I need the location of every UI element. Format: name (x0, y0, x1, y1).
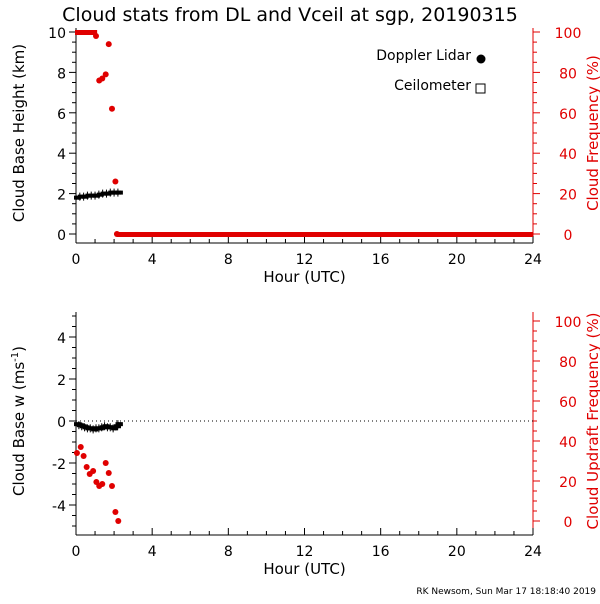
dl-point (119, 422, 123, 427)
dl-point (98, 192, 102, 197)
x-tick-label: 12 (296, 544, 314, 560)
freq-point (105, 470, 112, 476)
chart-title: Cloud stats from DL and Vceil at sgp, 20… (62, 4, 518, 26)
y2-tick-label: 0 (564, 228, 573, 244)
x-tick-label: 8 (224, 252, 233, 268)
dl-point (76, 195, 79, 200)
dl-point (115, 426, 119, 431)
dl-point (114, 190, 118, 195)
dl-point (87, 193, 91, 198)
y-axis-label: Cloud Base Height (km) (10, 44, 28, 222)
y-tick-label: 2 (57, 188, 66, 204)
x-tick-label: 0 (72, 544, 81, 560)
freq-point (102, 460, 109, 466)
dl-point (79, 194, 83, 199)
x-axis-label: Hour (UTC) (263, 268, 345, 286)
y2-tick-label: 100 (555, 315, 582, 331)
freq-point (115, 518, 122, 524)
freq-point (90, 468, 97, 474)
dl-point (102, 191, 106, 196)
dl-point (117, 424, 121, 429)
legend-doppler-lidar: Doppler Lidar (376, 48, 471, 64)
freq-zero-band (116, 232, 534, 237)
y-tick-label: 10 (48, 26, 66, 42)
footer-credit: RK Newsom, Sun Mar 17 18:18:40 2019 (416, 587, 596, 597)
y-axis-label: Cloud Base w (ms-1) (10, 346, 28, 496)
x-tick-label: 20 (448, 252, 466, 268)
x-tick-label: 4 (148, 252, 157, 268)
y2-axis-label: Cloud Updraft Frequency (%) (584, 313, 600, 530)
y-tick-label: 4 (57, 331, 66, 347)
y2-tick-label: 20 (559, 475, 577, 491)
dl-point (117, 422, 121, 427)
legend-marker-filled-circle (476, 54, 486, 64)
freq-point (105, 41, 112, 48)
y-tick-label: 0 (57, 228, 66, 244)
y2-tick-label: 40 (559, 147, 577, 163)
y-tick-label: 6 (57, 107, 66, 123)
y-tick-label: 2 (57, 373, 66, 389)
freq-point (77, 444, 84, 450)
freq-point (102, 71, 109, 78)
y-tick-label: -4 (52, 499, 66, 515)
x-tick-label: 16 (372, 544, 390, 560)
dl-point (119, 190, 123, 195)
y2-tick-label: 60 (559, 395, 577, 411)
legend-marker-open-square (475, 83, 486, 94)
dl-point (83, 194, 87, 199)
x-tick-label: 4 (148, 544, 157, 560)
y-tick-label: 4 (57, 147, 66, 163)
y2-axis-label: Cloud Frequency (%) (584, 55, 600, 211)
y-tick-label: 8 (57, 66, 66, 82)
y-tick-label: 0 (57, 415, 66, 431)
freq-point (108, 105, 115, 112)
legend-ceilometer: Ceilometer (394, 78, 471, 94)
x-tick-label: 8 (224, 544, 233, 560)
freq-point (99, 481, 106, 487)
dl-point (110, 190, 114, 195)
y2-tick-label: 80 (559, 355, 577, 371)
freq-point (83, 464, 90, 470)
freq-point (112, 509, 119, 515)
x-tick-label: 24 (524, 544, 542, 560)
freq-point (108, 483, 115, 489)
dl-point (117, 190, 121, 195)
y2-tick-label: 20 (559, 188, 577, 204)
y2-tick-label: 40 (559, 435, 577, 451)
dl-point (95, 193, 99, 198)
y2-tick-label: 60 (559, 107, 577, 123)
x-axis-label: Hour (UTC) (263, 560, 345, 578)
freq-point (92, 33, 99, 40)
freq-point (73, 450, 80, 456)
x-tick-label: 16 (372, 252, 390, 268)
y-axis-label-sup: -1 (10, 352, 21, 362)
x-tick-label: 24 (524, 252, 542, 268)
freq-point (92, 30, 98, 35)
x-tick-label: 12 (296, 252, 314, 268)
freq-point (99, 75, 106, 82)
dl-point (106, 191, 110, 196)
y2-tick-label: 0 (564, 515, 573, 531)
y-tick-label: -2 (52, 457, 66, 473)
freq-point (80, 453, 87, 459)
y2-tick-label: 100 (555, 26, 582, 42)
x-tick-label: 20 (448, 544, 466, 560)
y-axis-label-text: Cloud Base w (ms (10, 362, 28, 496)
dl-point (91, 193, 95, 198)
y-axis-label-end: ) (10, 346, 28, 352)
x-tick-label: 0 (72, 252, 81, 268)
y2-tick-label: 80 (559, 66, 577, 82)
dl-point (113, 426, 117, 431)
freq-point (112, 178, 119, 185)
